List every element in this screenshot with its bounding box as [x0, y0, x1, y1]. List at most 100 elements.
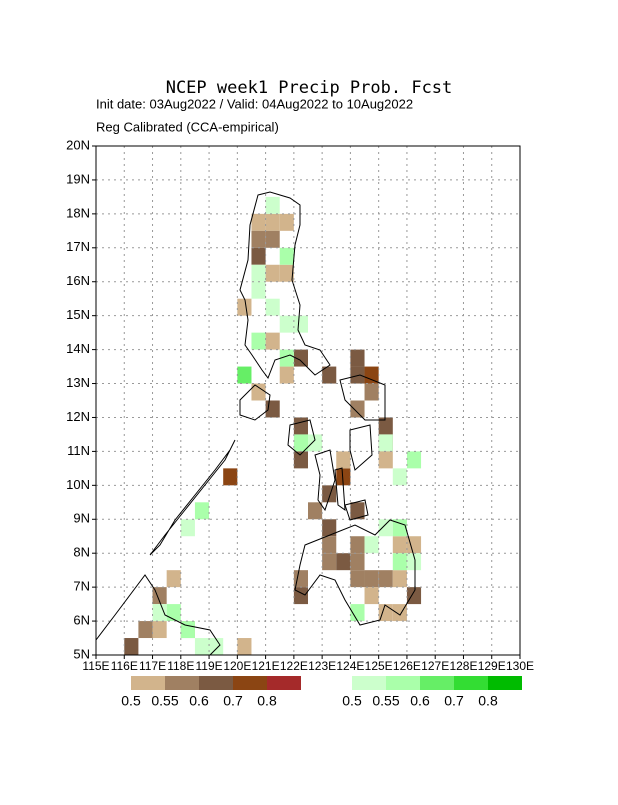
grid-cell — [378, 434, 393, 452]
legend-label: 0.7 — [223, 693, 243, 709]
grid-cell — [251, 332, 266, 350]
grid-cell — [392, 519, 407, 537]
x-tick-label: 127E — [421, 659, 449, 673]
leyte — [349, 424, 373, 471]
legend-label: 0.8 — [257, 693, 277, 709]
grid-cell — [209, 638, 224, 655]
bohol — [344, 499, 369, 521]
legend: 0.5 0.55 0.6 0.7 0.8 0.5 0.55 0.6 0.7 0.8 — [121, 676, 522, 709]
coastline — [95, 191, 416, 656]
grid-cell — [251, 264, 266, 282]
grid-cell — [152, 621, 167, 639]
grid-cell — [406, 553, 422, 571]
grid-cell — [364, 570, 379, 588]
legend-swatch — [454, 676, 488, 690]
grid-cell — [378, 451, 393, 469]
y-tick-label: 14N — [66, 341, 90, 356]
y-tick-label: 16N — [66, 273, 90, 288]
cells — [124, 196, 422, 655]
grid-cell — [152, 604, 167, 622]
grid-cell — [364, 536, 379, 554]
grid-cell — [293, 417, 308, 435]
x-tick-label: 121E — [252, 659, 280, 673]
panay — [287, 419, 316, 456]
x-tick-label: 124E — [336, 659, 364, 673]
grid-cell — [350, 604, 365, 622]
x-tick-label: 123E — [308, 659, 336, 673]
x-tick-label: 125E — [365, 659, 393, 673]
grid-cell — [293, 434, 308, 452]
grid-cell — [279, 213, 294, 231]
grid-cell — [279, 315, 294, 333]
subtitle: Reg Calibrated (CCA-empirical) — [96, 119, 279, 134]
grid-cell — [336, 468, 351, 486]
x-tick-label: 126E — [393, 659, 421, 673]
grid-cell — [223, 468, 238, 486]
grid-cell — [364, 383, 379, 401]
grid-cell — [279, 366, 294, 384]
grid-cell — [392, 570, 407, 588]
legend-swatch — [267, 676, 301, 690]
grid-cell — [293, 570, 308, 588]
grid-cell — [322, 553, 337, 571]
grid-cell — [180, 621, 195, 639]
borneo — [95, 574, 221, 656]
legend-label: 0.6 — [410, 693, 430, 709]
y-tick-label: 18N — [66, 205, 90, 220]
grid — [96, 146, 520, 655]
grid-cell — [406, 451, 422, 469]
grid-cell — [392, 553, 407, 571]
x-tick-label: 122E — [280, 659, 308, 673]
x-tick-label: 128E — [449, 659, 477, 673]
x-tick-label: 120E — [223, 659, 251, 673]
grid-cell — [265, 196, 280, 214]
grid-cell — [350, 553, 365, 571]
grid-cell — [293, 451, 308, 469]
axes: 115E 116E 117E 118E 119E 120E 121E 122E 123E 124E… — [66, 137, 534, 673]
grid-cell — [322, 519, 337, 537]
y-tick-label: 15N — [66, 307, 90, 322]
grid-cell — [265, 298, 280, 316]
legend-swatch — [199, 676, 233, 690]
grid-cell — [265, 264, 280, 282]
x-tick-label: 115E — [82, 659, 109, 673]
y-tick-label: 9N — [73, 511, 90, 526]
legend-label: 0.55 — [372, 693, 399, 709]
legend-label: 0.5 — [121, 693, 141, 709]
grid-cell — [322, 536, 337, 554]
grid-cell — [265, 213, 280, 231]
y-tick-label: 7N — [73, 579, 90, 594]
samar — [339, 374, 386, 421]
chart-title: NCEP week1 Precip Prob. Fcst — [166, 78, 453, 98]
negros — [314, 449, 336, 512]
grid-cell — [350, 349, 365, 367]
legend-swatch — [420, 676, 454, 690]
grid-cell — [251, 230, 266, 248]
y-tick-label: 12N — [66, 409, 90, 424]
grid-cell — [194, 502, 210, 520]
legend-label: 0.6 — [189, 693, 209, 709]
grid-cell — [350, 536, 365, 554]
y-tick-label: 6N — [73, 613, 90, 628]
y-tick-label: 19N — [66, 171, 90, 186]
grid-cell — [350, 400, 365, 418]
grid-cell — [138, 621, 153, 639]
grid-cell — [364, 587, 379, 605]
y-tick-label: 17N — [66, 239, 90, 254]
grid-cell — [378, 417, 393, 435]
grid-cell — [378, 570, 393, 588]
mindoro — [239, 384, 271, 421]
grid-cell — [279, 264, 294, 282]
grid-cell — [124, 638, 139, 655]
grid-cell — [279, 349, 294, 367]
y-tick-label: 5N — [73, 646, 90, 661]
grid-cell — [293, 349, 308, 367]
legend-swatch — [165, 676, 199, 690]
grid-cell — [166, 604, 181, 622]
grid-cell — [364, 366, 379, 384]
mindanao — [294, 519, 416, 626]
x-tick-label: 118E — [167, 659, 194, 673]
y-tick-label: 8N — [73, 545, 90, 560]
legend-swatch — [488, 676, 522, 690]
grid-cell — [322, 366, 337, 384]
